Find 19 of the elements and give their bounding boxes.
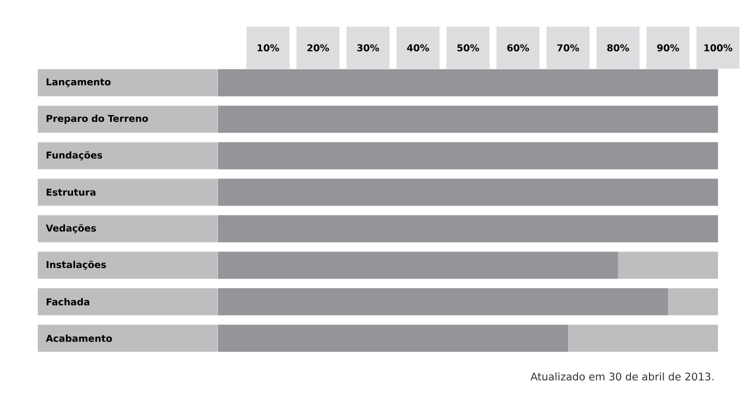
y-tick-label: Fachada: [46, 298, 90, 306]
x-tick-label: 50%: [457, 44, 480, 52]
x-tick-label: 60%: [507, 44, 530, 52]
y-tick-label: Instalações: [46, 260, 106, 270]
x-tick-label: 100%: [704, 44, 732, 52]
x-tick-label: 30%: [357, 44, 380, 52]
y-tick-label: Acabamento: [46, 334, 112, 342]
x-tick-label: 40%: [407, 44, 430, 52]
y-tick-label: Estrutura: [46, 188, 96, 196]
y-tick-label: Lançamento: [46, 78, 111, 88]
y-tick-label: Preparo do Terreno: [46, 114, 148, 124]
y-tick-label: Vedações: [46, 224, 96, 234]
x-tick-label: 20%: [307, 44, 330, 52]
x-tick-label: 90%: [657, 44, 680, 52]
y-tick-label: Fundações: [46, 151, 102, 160]
x-tick-label: 70%: [557, 44, 580, 52]
x-tick-label: 10%: [258, 44, 280, 52]
x-tick-label: 80%: [607, 44, 630, 52]
text: Atualizado em 30 de abril de 2013.: [530, 372, 714, 380]
